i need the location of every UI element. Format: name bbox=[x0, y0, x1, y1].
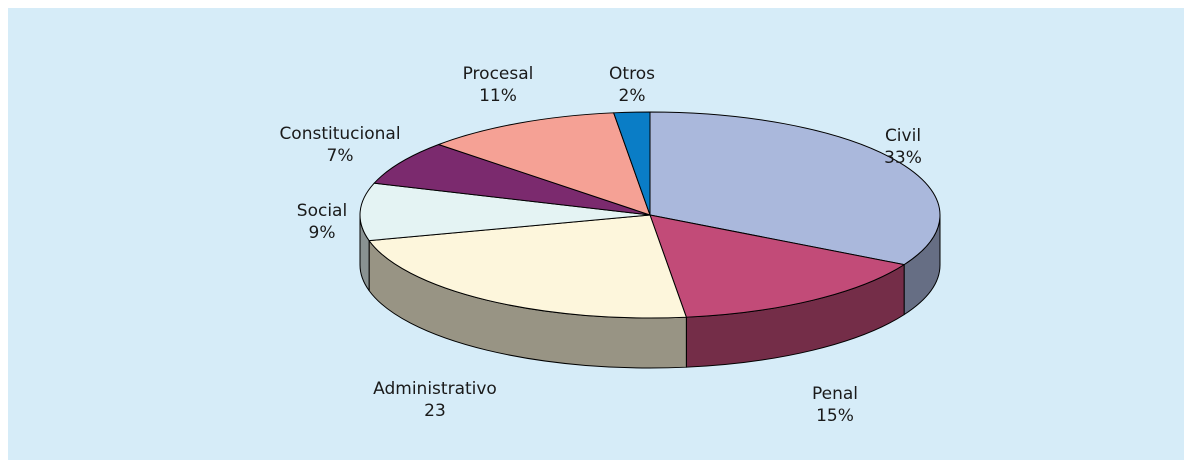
value-label: 15% bbox=[816, 406, 854, 426]
value-label: 33% bbox=[884, 148, 922, 168]
slice bbox=[649, 111, 941, 266]
slice-label: Civil bbox=[885, 126, 921, 146]
slice-label: Otros bbox=[609, 64, 655, 84]
value-label: 11% bbox=[479, 86, 517, 106]
slice bbox=[613, 111, 651, 216]
slice-label: Social bbox=[297, 201, 347, 221]
slice-label: Constitucional bbox=[279, 124, 400, 144]
slice-label: Administrativo bbox=[373, 379, 497, 399]
slice-label: Penal bbox=[812, 384, 858, 404]
value-label: 23 bbox=[424, 401, 446, 421]
slice bbox=[368, 214, 687, 319]
value-label: 7% bbox=[327, 146, 354, 166]
value-label: 9% bbox=[309, 223, 336, 243]
slice bbox=[649, 214, 905, 318]
slice-label: Procesal bbox=[463, 64, 534, 84]
slice bbox=[359, 182, 651, 242]
slice bbox=[438, 112, 651, 216]
value-label: 2% bbox=[619, 86, 646, 106]
slice bbox=[373, 143, 651, 216]
